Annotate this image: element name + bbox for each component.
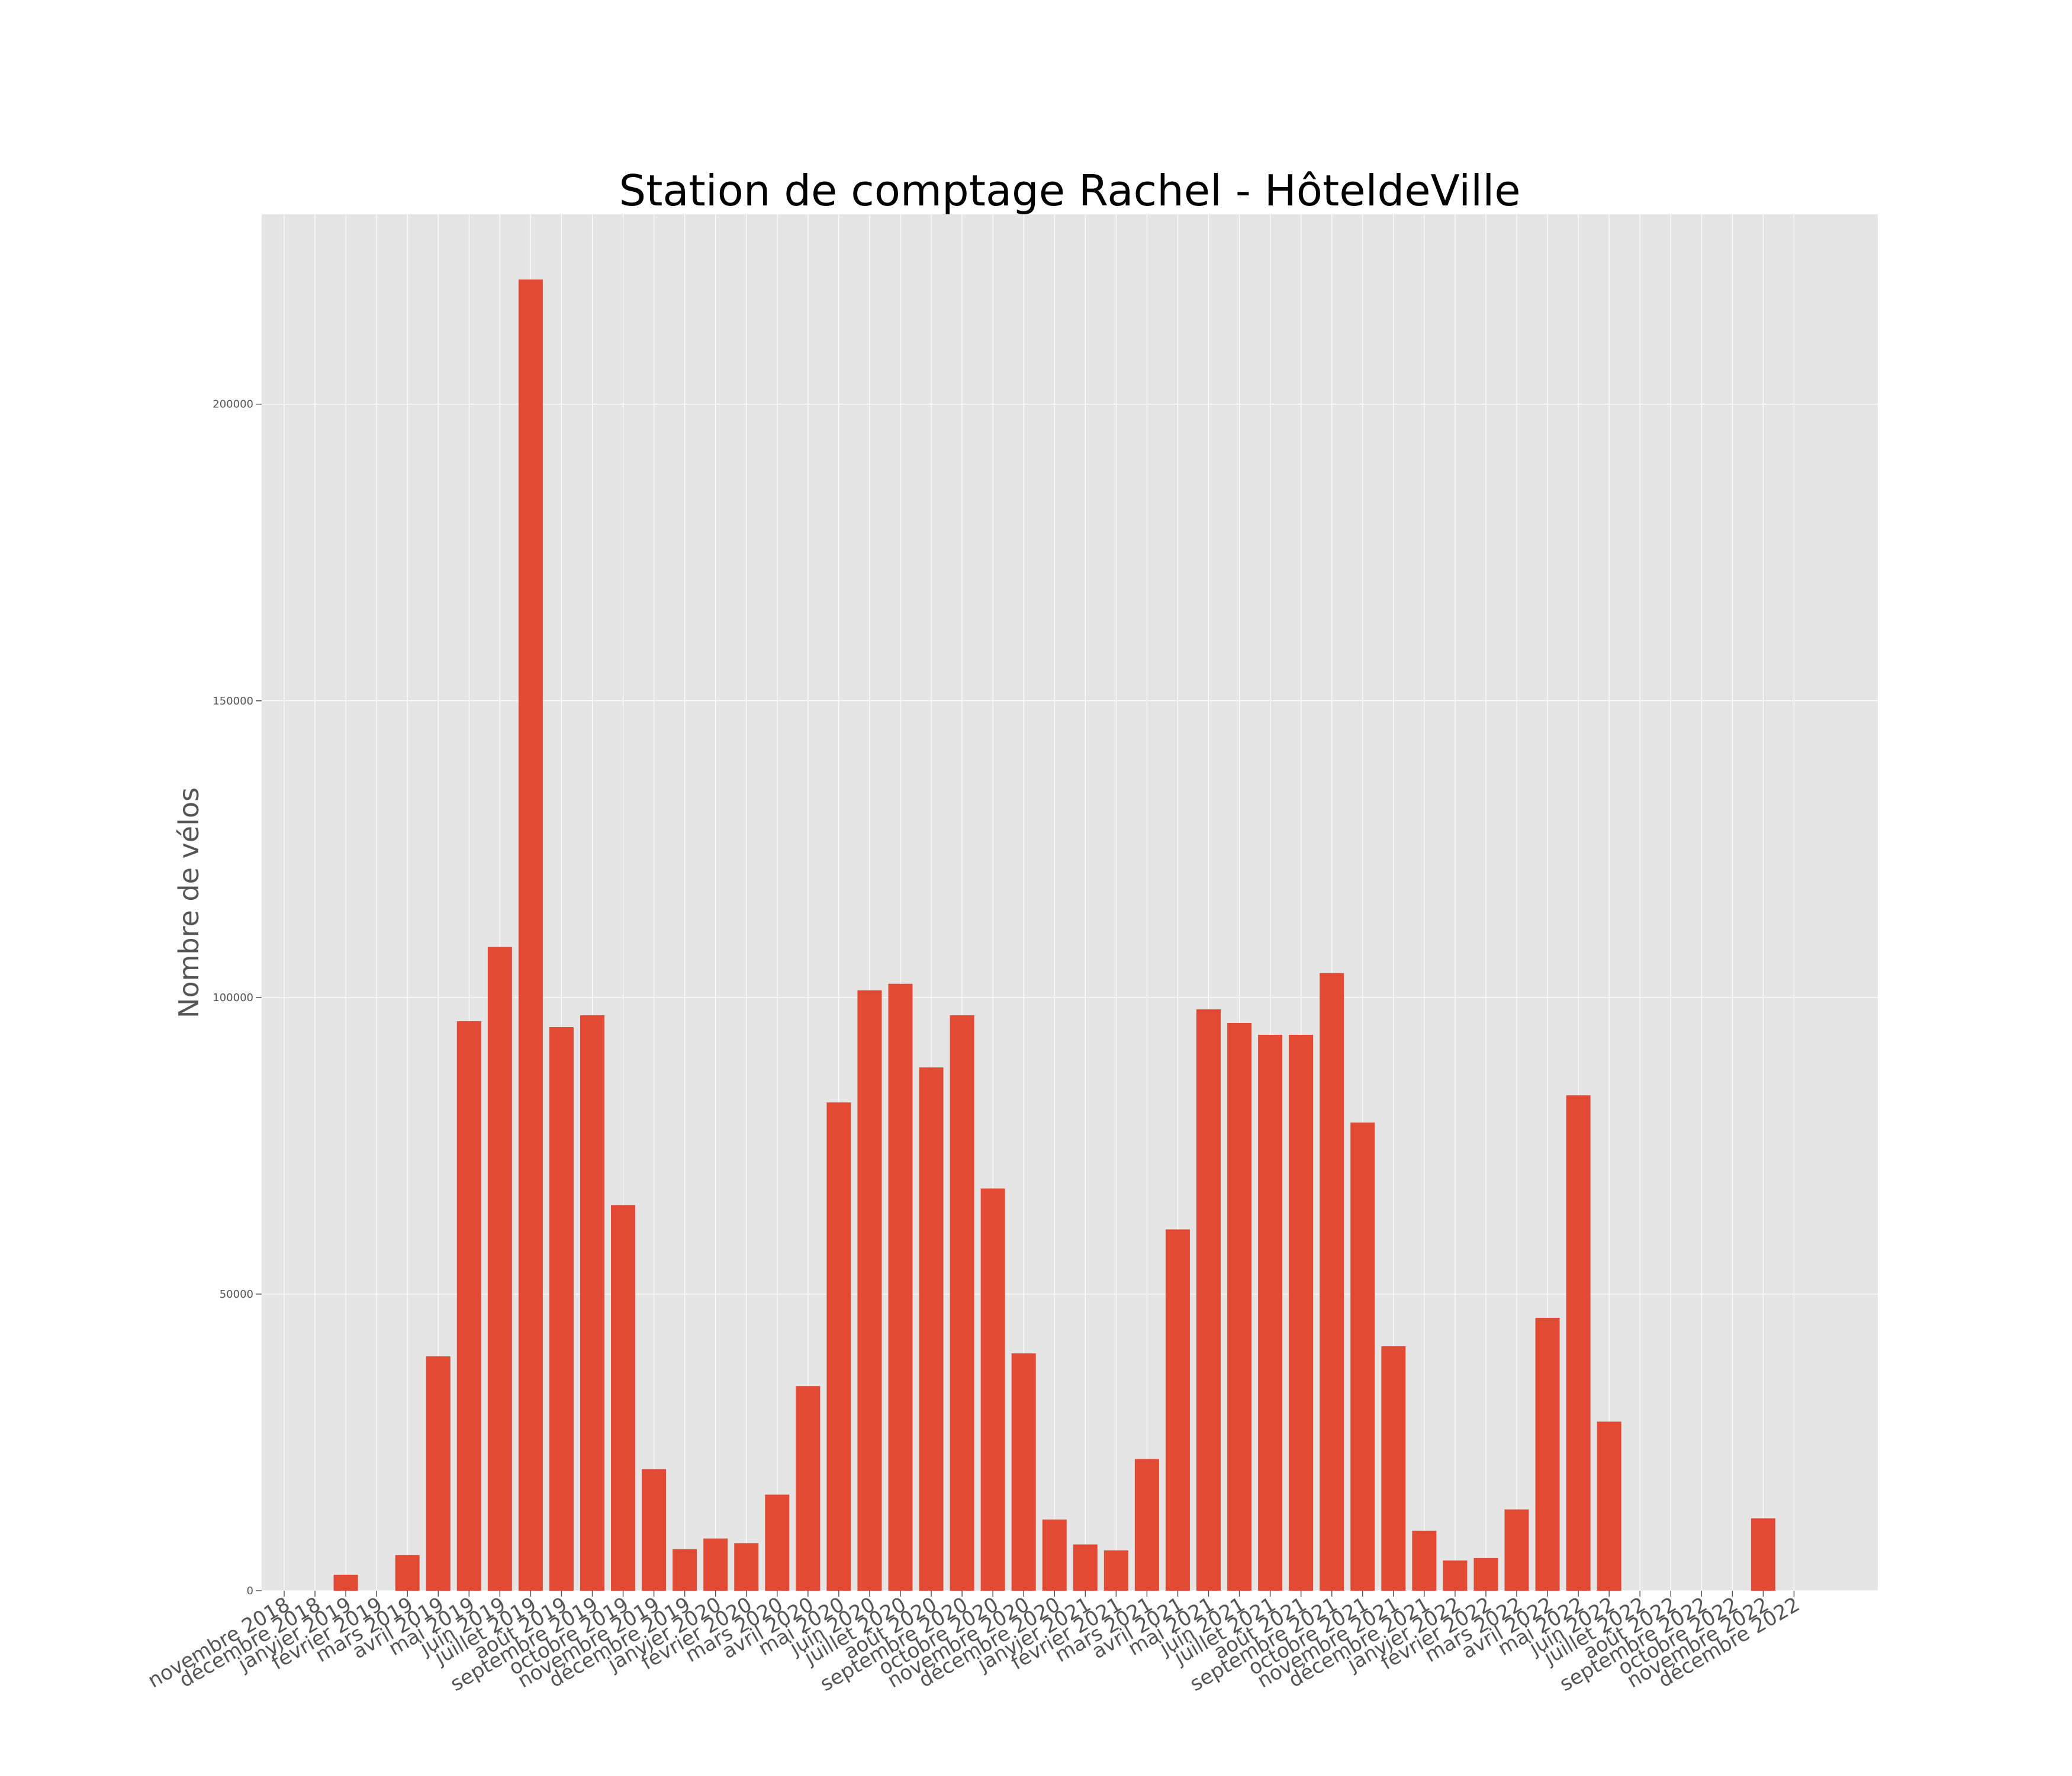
bar [1566,1095,1591,1591]
bar [426,1356,451,1591]
bar [980,1188,1005,1591]
bar [826,1102,851,1591]
y-axis: 0 50000 100000 150000 200000 [213,398,262,1597]
bar [734,1543,759,1591]
bar [549,1027,574,1591]
bar [1473,1558,1498,1591]
bar [857,990,882,1591]
bar [333,1574,358,1591]
bar [642,1469,667,1591]
bar [1258,1034,1283,1591]
bar [1103,1550,1128,1591]
bar [611,1205,636,1591]
bar [673,1549,697,1591]
bar [395,1555,420,1591]
bar [1412,1530,1437,1591]
bar [1289,1034,1314,1591]
chart-title: Station de comptage Rachel - HôteldeVill… [619,166,1520,215]
bar [580,1015,604,1591]
bar [1597,1421,1621,1591]
y-tick-label: 0 [247,1585,253,1597]
y-tick-label: 100000 [213,992,253,1004]
bar [456,1021,481,1591]
y-tick-label: 150000 [213,695,253,707]
bar [1443,1560,1468,1591]
bar [1381,1346,1406,1591]
bar [1535,1318,1560,1591]
bar [919,1067,944,1591]
bar [518,279,543,1591]
bar [487,947,512,1591]
bar [1134,1459,1159,1591]
bar [1504,1509,1529,1591]
bar [1042,1519,1067,1591]
y-axis-label: Nombre de vélos [173,787,205,1018]
bar [765,1494,790,1591]
y-tick-label: 200000 [213,398,253,411]
bar [1350,1122,1375,1591]
bar [1751,1518,1775,1591]
bar [1011,1353,1036,1591]
bar [888,983,913,1591]
bar [1227,1022,1252,1591]
bar [1196,1009,1221,1591]
bar [1073,1544,1098,1591]
bar [950,1015,974,1591]
bar [796,1386,821,1591]
y-tick-label: 50000 [220,1288,253,1301]
bar [703,1538,728,1591]
bar [1320,973,1344,1591]
bars [333,279,1775,1591]
bar [1165,1229,1190,1591]
